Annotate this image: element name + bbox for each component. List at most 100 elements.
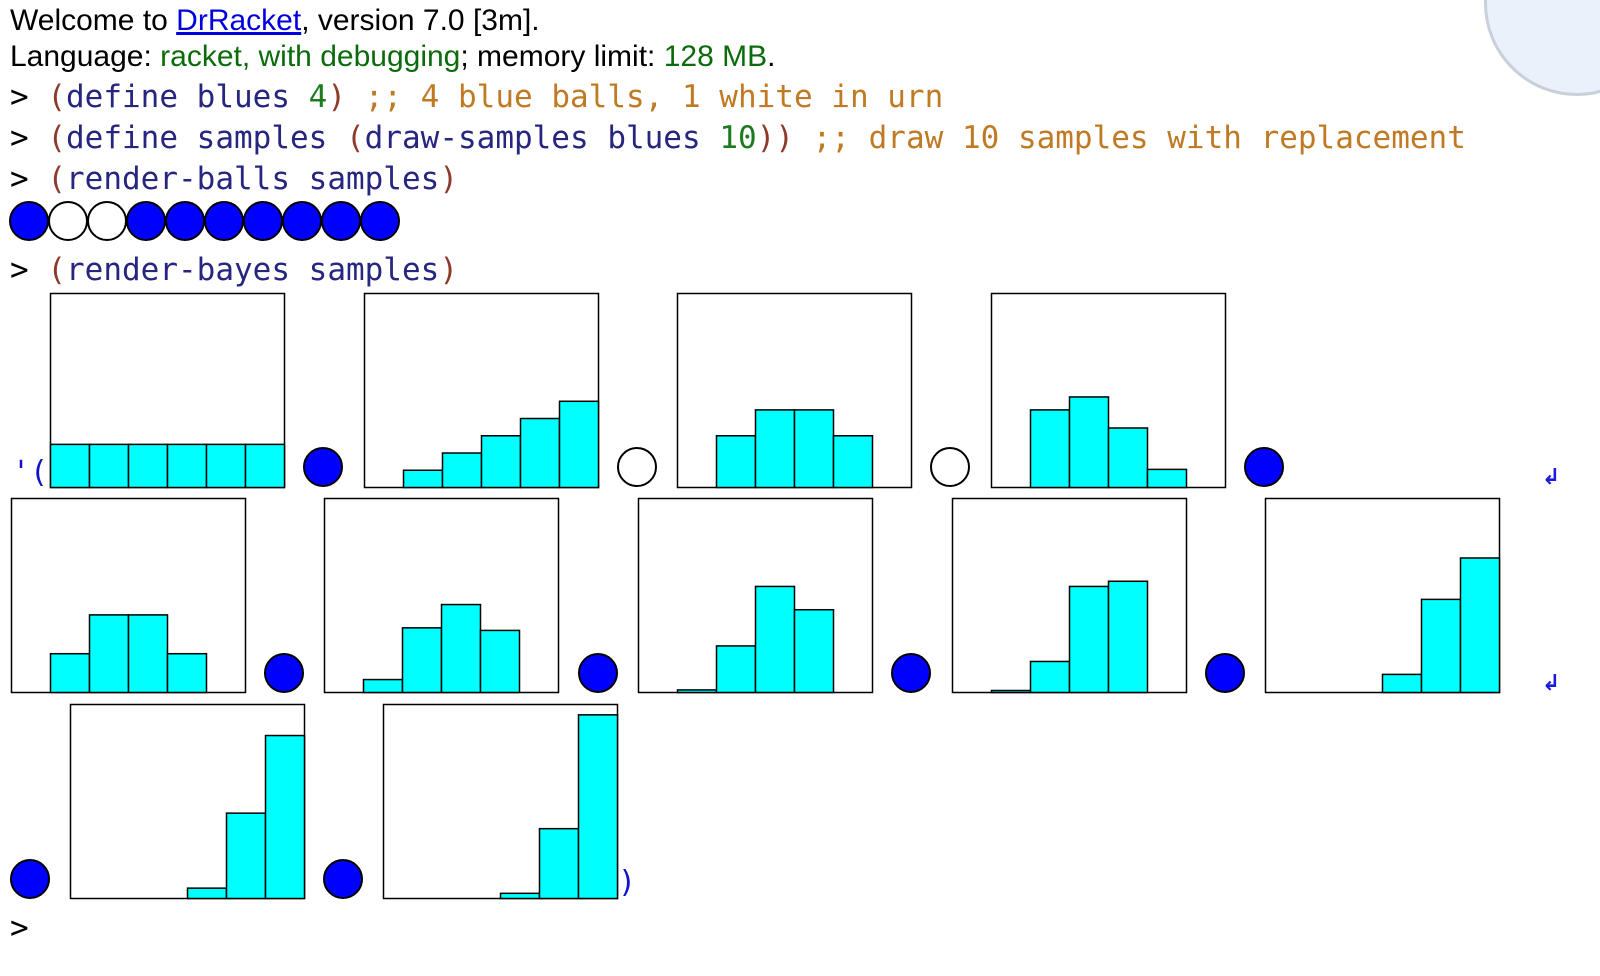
histogram-bar: [990, 689, 1032, 694]
paren: (: [47, 120, 67, 156]
histogram-bar: [558, 400, 600, 489]
blue-ball: [891, 653, 931, 693]
repl-line-render-bayes[interactable]: > (render-bayes samples): [10, 252, 458, 288]
function: render-balls: [66, 161, 290, 197]
white-ball: [87, 201, 127, 241]
histogram-bar: [793, 409, 835, 489]
histogram-bar: [362, 678, 404, 694]
histogram-bar: [577, 714, 619, 900]
histogram-bar: [166, 443, 208, 489]
function: draw-samples: [364, 120, 589, 156]
prompt: >: [10, 252, 29, 288]
blue-ball: [264, 653, 304, 693]
blue-ball: [578, 653, 618, 693]
histogram-bar: [1381, 673, 1423, 694]
histogram-bar: [519, 417, 561, 489]
blue-ball: [360, 201, 400, 241]
histogram-bar: [1459, 557, 1501, 694]
number: 4: [308, 79, 328, 115]
histogram-bar: [88, 614, 130, 694]
language-line: Language: racket, with debugging; memory…: [10, 40, 775, 74]
histogram-bar: [832, 435, 874, 489]
memory-label: ; memory limit:: [460, 40, 664, 73]
histogram-bar: [754, 409, 796, 489]
function: render-bayes: [66, 252, 290, 288]
blue-ball: [126, 201, 166, 241]
histogram-bar: [49, 652, 91, 694]
histogram-bar: [49, 443, 91, 489]
paren: ): [439, 161, 458, 197]
paren: )): [756, 120, 794, 156]
blue-ball: [303, 447, 343, 487]
histogram-bar: [1420, 598, 1462, 694]
prompt: >: [10, 79, 29, 115]
memory-suffix: .: [767, 40, 776, 73]
keyword: define: [66, 79, 178, 115]
drracket-link[interactable]: DrRacket: [176, 4, 302, 37]
line-wrap-icon: ↲: [1542, 465, 1561, 490]
language-label: Language:: [10, 40, 161, 73]
histogram-bar: [1146, 468, 1188, 489]
histogram-bar: [715, 645, 757, 694]
histogram-bar: [480, 435, 522, 489]
language-value: racket, with debugging: [160, 40, 461, 73]
histogram-bar: [440, 603, 482, 694]
histogram-bar: [225, 812, 267, 900]
histogram-bar: [186, 887, 228, 900]
white-ball: [930, 447, 970, 487]
symbol: samples: [308, 252, 440, 288]
repl-prompt-empty[interactable]: >: [10, 910, 29, 946]
blue-ball: [9, 201, 49, 241]
comment: ;; 4 blue balls, 1 white in urn: [364, 79, 944, 115]
histogram-bar: [1107, 427, 1149, 489]
blue-ball: [10, 859, 50, 899]
blue-ball: [1205, 653, 1245, 693]
symbol: blues: [196, 79, 290, 115]
repl-line-define-samples[interactable]: > (define samples (draw-samples blues 10…: [10, 120, 1466, 156]
result-open-quote: '(: [12, 455, 49, 490]
line-wrap-icon: ↲: [1542, 671, 1561, 696]
paren: (: [47, 252, 67, 288]
prompt: >: [10, 910, 29, 946]
histogram-bar: [1029, 660, 1071, 694]
repl-line-render-balls[interactable]: > (render-balls samples): [10, 161, 458, 197]
blue-ball: [282, 201, 322, 241]
histogram-bar: [1029, 409, 1071, 489]
histogram-bar: [1068, 585, 1110, 694]
prompt: >: [10, 161, 29, 197]
histogram-bar: [499, 892, 541, 900]
histogram-bar: [244, 443, 286, 489]
histogram-bar: [401, 627, 443, 694]
result-close-paren: ): [618, 865, 637, 900]
histogram-bar: [264, 734, 306, 900]
symbol: blues: [607, 120, 701, 156]
paren: (: [47, 79, 67, 115]
blue-ball: [204, 201, 244, 241]
memory-value: 128 MB: [663, 40, 768, 73]
paren: ): [439, 252, 458, 288]
blue-ball: [323, 859, 363, 899]
white-ball: [617, 447, 657, 487]
blue-ball: [165, 201, 205, 241]
histogram-bar: [538, 827, 580, 900]
histogram-bar: [166, 652, 208, 694]
symbol: samples: [196, 120, 328, 156]
histogram-bar: [402, 469, 444, 489]
paren: ): [327, 79, 347, 115]
histogram-bar: [88, 443, 130, 489]
welcome-prefix: Welcome to: [10, 4, 177, 37]
symbol: samples: [308, 161, 440, 197]
repl-line-define-blues[interactable]: > (define blues 4) ;; 4 blue balls, 1 wh…: [10, 79, 943, 115]
histogram-bar: [754, 585, 796, 694]
histogram-bar: [127, 614, 169, 694]
blue-ball: [243, 201, 283, 241]
number: 10: [719, 120, 757, 156]
comment: ;; draw 10 samples with replacement: [812, 120, 1466, 156]
keyword: define: [66, 120, 178, 156]
welcome-suffix: , version 7.0 [3m].: [301, 4, 540, 37]
histogram-bar: [676, 689, 718, 694]
blue-ball: [321, 201, 361, 241]
histogram-bar: [793, 608, 835, 694]
histogram-bar: [479, 629, 521, 694]
